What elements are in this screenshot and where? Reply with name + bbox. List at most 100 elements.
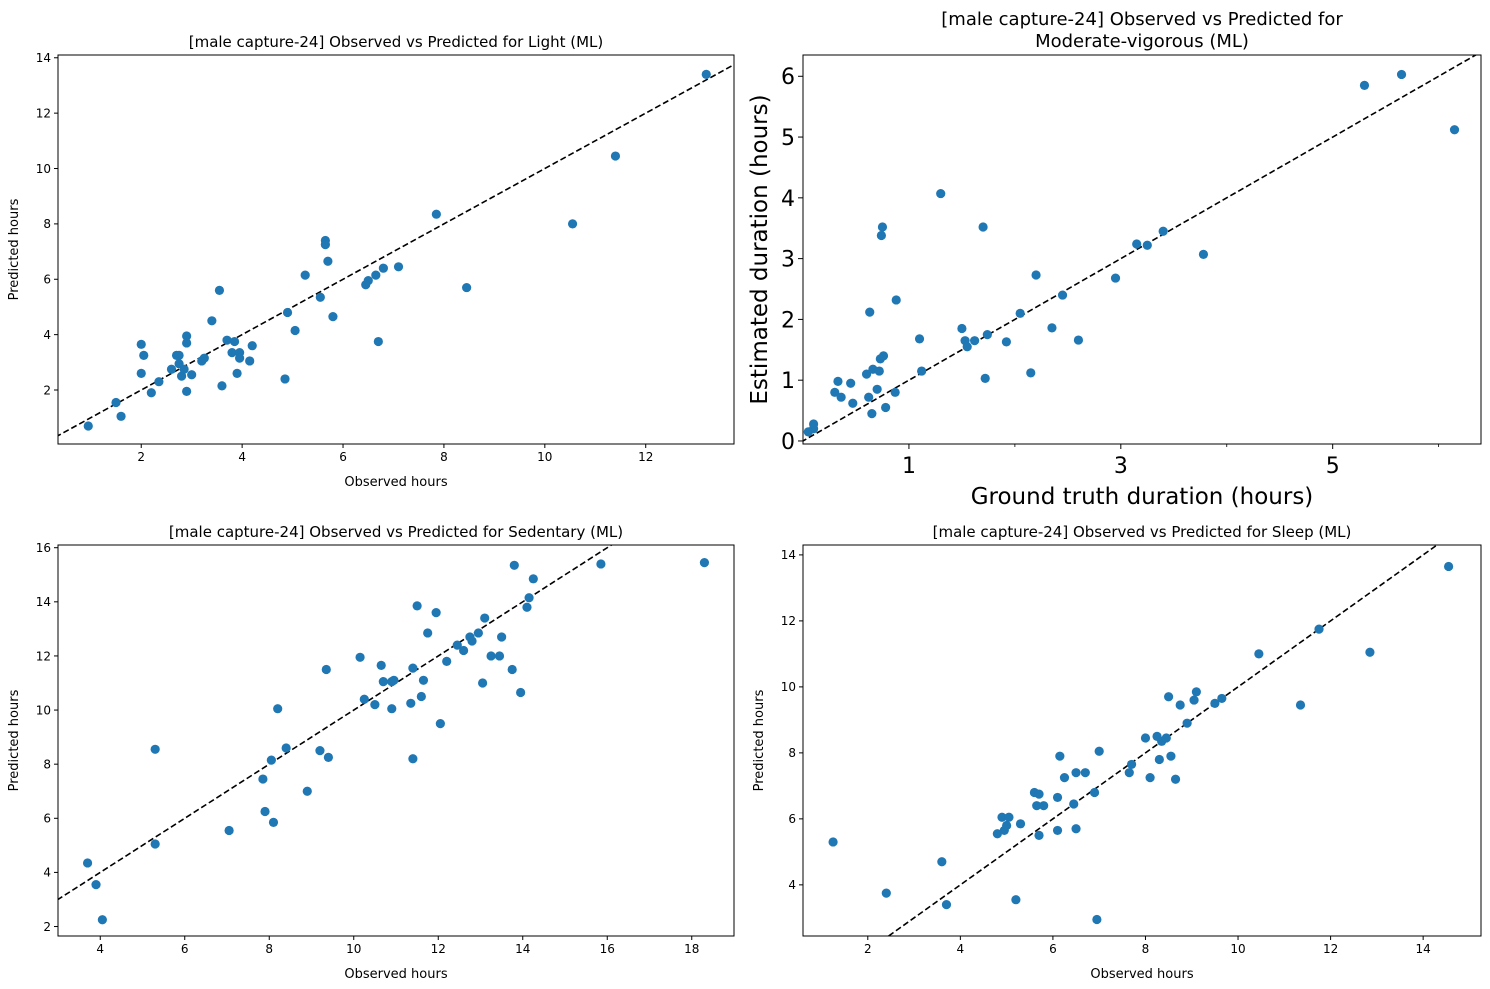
data-point (1034, 789, 1044, 799)
y-tick-label: 2 (781, 308, 795, 333)
data-point (408, 663, 418, 673)
data-point (478, 678, 488, 688)
data-point (182, 331, 192, 341)
axes-frame (802, 54, 1482, 445)
y-tick-label: 0 (781, 430, 795, 455)
data-point (848, 398, 858, 408)
data-point (1057, 290, 1068, 300)
data-point (91, 879, 101, 890)
data-point (323, 256, 333, 266)
x-tick-label: 10 (537, 450, 552, 464)
data-point (1158, 226, 1168, 236)
data-point (260, 806, 270, 817)
chart-title: [male capture-24] Observed vs Predicted … (189, 33, 604, 51)
data-point (1069, 799, 1079, 809)
data-point (699, 557, 710, 568)
subplot-4: 2 4 6 8 10 12 14 4 6 8 10 12 14 Observed hours Predict… (752, 523, 1482, 982)
data-point (282, 307, 293, 318)
data-point (266, 755, 276, 765)
data-point (1015, 819, 1026, 829)
data-point (323, 752, 333, 763)
y-tick-label: 14 (36, 595, 51, 609)
x-tick-label: 4 (96, 942, 104, 956)
data-point (146, 388, 156, 398)
y-tick-label: 12 (36, 649, 51, 663)
y-tick-label: 10 (36, 162, 51, 176)
data-point (139, 350, 149, 361)
data-point (423, 628, 433, 638)
data-point (227, 348, 237, 358)
data-point (701, 69, 711, 79)
y-tick-label: 4 (781, 187, 795, 212)
data-point (154, 377, 164, 387)
x-tick-label: 3 (1114, 454, 1128, 479)
chart-title-line: [male capture-24] Observed vs Predicted … (941, 9, 1343, 30)
y-tick-label: 10 (781, 680, 796, 694)
data-point (878, 351, 889, 361)
data-point (235, 353, 245, 363)
data-point (442, 656, 452, 666)
y-tick-label: 14 (36, 51, 51, 65)
data-point (315, 746, 325, 756)
data-point (1132, 239, 1142, 249)
x-tick-label: 2 (864, 942, 872, 956)
y-tick-label: 8 (43, 757, 51, 771)
data-point (182, 386, 192, 396)
data-point (480, 613, 490, 623)
data-point (1026, 368, 1036, 378)
y-tick-label: 2 (43, 920, 51, 934)
data-point (497, 632, 507, 642)
x-tick-label: 1 (902, 454, 916, 479)
data-point (522, 602, 532, 612)
chart-title: [male capture-24] Observed vs Predicted … (169, 523, 623, 541)
data-point (268, 817, 279, 827)
x-tick-label: 8 (440, 450, 448, 464)
data-point (1055, 751, 1065, 761)
data-point (166, 364, 177, 374)
axes-frame (802, 544, 1482, 937)
x-tick-label: 4 (957, 942, 965, 956)
axes-frame (57, 54, 735, 445)
data-point (516, 687, 526, 698)
data-point (247, 341, 257, 351)
data-point (1295, 700, 1306, 710)
y-tick-label: 6 (781, 65, 795, 90)
data-point (232, 368, 242, 378)
x-tick-label: 18 (684, 942, 699, 956)
data-point (136, 339, 146, 349)
x-tick-label: 10 (346, 942, 361, 956)
data-point (431, 209, 441, 219)
data-point (320, 240, 330, 250)
data-point (864, 392, 874, 402)
data-point (1124, 768, 1134, 778)
data-point (914, 334, 925, 344)
data-point (1071, 768, 1081, 778)
data-point (315, 292, 325, 302)
data-point (1080, 768, 1090, 778)
data-point (389, 675, 399, 685)
data-point (980, 373, 990, 383)
data-point (373, 336, 383, 347)
data-point (431, 608, 441, 618)
data-point (363, 276, 373, 286)
data-point (378, 677, 388, 687)
data-point (861, 369, 872, 379)
data-point (187, 370, 197, 380)
data-point (1039, 801, 1049, 811)
data-point (1034, 830, 1044, 840)
data-point (258, 774, 268, 784)
y-axis-label: Predicted hours (7, 689, 22, 791)
data-point (406, 698, 416, 708)
x-tick-label: 14 (515, 942, 530, 956)
data-point (370, 700, 380, 710)
y-tick-label: 12 (36, 106, 51, 120)
x-axis-label: Observed hours (344, 967, 447, 982)
data-point (111, 397, 121, 408)
data-point (881, 402, 891, 413)
data-point (393, 262, 404, 272)
data-point (1002, 820, 1012, 831)
x-tick-label: 12 (1323, 942, 1338, 956)
data-point (1145, 773, 1155, 783)
y-tick-label: 4 (43, 866, 51, 880)
data-point (1126, 759, 1137, 770)
